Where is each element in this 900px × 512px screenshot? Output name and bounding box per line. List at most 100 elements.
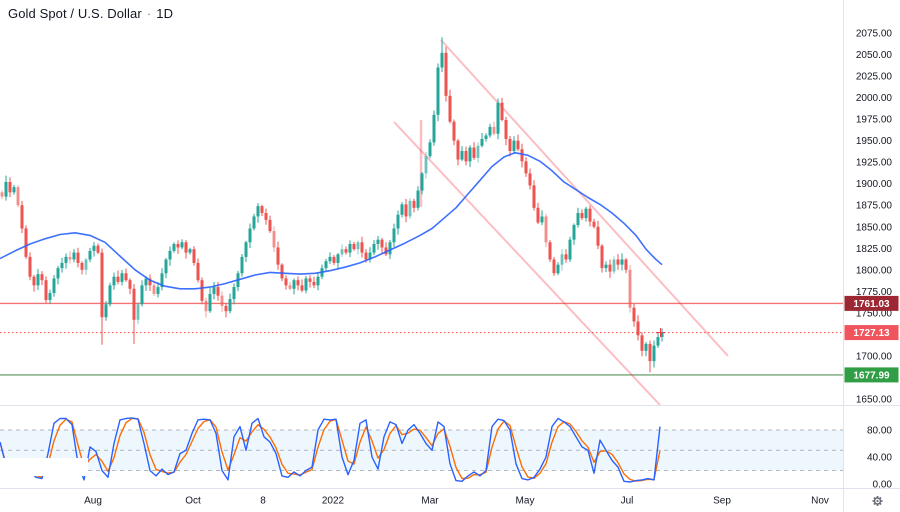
candle-body [284, 278, 288, 286]
candle-body [100, 252, 104, 318]
candle-body [644, 343, 648, 351]
price-axis-label: 1825.00 [856, 244, 893, 255]
interval-label[interactable]: 1D [156, 6, 174, 21]
candle-body [344, 249, 348, 253]
main-pane[interactable] [0, 37, 843, 405]
candle-body [0, 192, 4, 197]
candle-body [28, 256, 32, 277]
candle-body [332, 256, 336, 263]
candle-body [452, 121, 456, 141]
candle-body [556, 264, 560, 274]
candle-body [232, 287, 236, 300]
candle-body [580, 212, 584, 219]
price-axis-label: 1750.00 [856, 308, 893, 319]
candle-body [504, 119, 508, 139]
candle-body [300, 285, 304, 291]
candle-body [456, 140, 460, 160]
candle-body [524, 161, 528, 174]
candle-body [80, 262, 84, 270]
stoch-k-line[interactable] [0, 417, 661, 483]
candle-body [588, 208, 592, 222]
candle-body [420, 173, 424, 191]
candle-body [184, 242, 188, 253]
time-axis-label: May [516, 496, 535, 507]
candle-body [44, 280, 48, 300]
candle-body [152, 285, 156, 294]
channel-trend-line[interactable] [393, 121, 661, 405]
price-axis-label: 1925.00 [856, 158, 893, 169]
price-axis-label: 2000.00 [856, 93, 893, 104]
candle-body [536, 207, 540, 223]
candle-body [108, 285, 112, 305]
candle-body [572, 225, 576, 240]
candle-body [348, 243, 352, 253]
price-axis[interactable]: 2075.00 2050.00 2025.00 2000.00 1975.00 1950.… [844, 29, 899, 491]
candle-body [160, 273, 164, 288]
gear-icon[interactable] [872, 496, 883, 506]
candle-body [124, 273, 128, 281]
candle-body [304, 278, 308, 291]
candle-body [56, 268, 60, 279]
candle-body [192, 249, 196, 263]
candle-body [612, 259, 616, 272]
candle-body [568, 239, 572, 260]
candle-body [172, 243, 176, 251]
symbol-title[interactable]: Gold Spot / U.S. Dollar [8, 6, 142, 21]
candle-body [280, 264, 284, 279]
candle-body [208, 293, 212, 312]
candle-body [492, 126, 496, 134]
candle-body [164, 259, 168, 274]
candle-body [552, 259, 556, 274]
candle-body [364, 252, 368, 260]
candle-body [416, 190, 420, 208]
candle-body [240, 256, 244, 274]
channel-trend-line[interactable] [440, 39, 729, 357]
price-line-badge[interactable]: 1761.03 [844, 295, 899, 311]
candle-body [560, 254, 564, 265]
candle-body [132, 288, 136, 320]
price-axis-label: 2050.00 [856, 50, 893, 61]
time-axis-label: Nov [811, 496, 829, 507]
ma-line[interactable] [0, 151, 663, 290]
candle-body [480, 138, 484, 146]
candle-body [104, 304, 108, 318]
candle-body [632, 307, 636, 322]
indicator-legend-placeholder [0, 458, 88, 476]
candle-body [144, 278, 148, 286]
candlestick-series [0, 37, 664, 373]
price-line-badge[interactable]: 1677.99 [844, 367, 899, 383]
candle-body [36, 274, 40, 286]
candle-body [296, 280, 300, 286]
candle-body [352, 243, 356, 250]
price-badge-value: 1677.99 [853, 370, 890, 381]
candle-body [532, 185, 536, 208]
indicator-legend-placeholder [0, 476, 34, 488]
candle-body [324, 261, 328, 269]
candle-body [52, 278, 56, 294]
candle-body [4, 181, 8, 197]
candle-body [584, 208, 588, 219]
candle-body [224, 306, 228, 312]
candle-body [648, 343, 652, 362]
indicator-pane[interactable] [0, 417, 843, 489]
candle-body [220, 295, 224, 307]
candle-body [24, 228, 28, 257]
candle-body [496, 102, 500, 134]
candle-body [148, 278, 152, 286]
legend-separator: · [146, 6, 152, 21]
candle-body [600, 245, 604, 269]
candle-body [356, 242, 360, 250]
candle-body [448, 95, 452, 122]
candle-body [156, 287, 160, 294]
price-line-badge[interactable]: 1727.13 [844, 325, 899, 341]
candle-body [176, 243, 180, 248]
time-axis[interactable]: Aug Oct 8 2022 Mar May Jul Sep Nov [84, 496, 829, 507]
price-axis-label: 1650.00 [856, 395, 893, 406]
candle-body [428, 142, 432, 157]
candle-body [540, 216, 544, 223]
candle-body [476, 145, 480, 158]
price-axis-label: 1800.00 [856, 265, 893, 276]
candle-body [440, 52, 444, 68]
symbol-legend[interactable]: Gold Spot / U.S. Dollar · 1D [8, 6, 173, 21]
time-axis-label: Sep [713, 496, 731, 507]
